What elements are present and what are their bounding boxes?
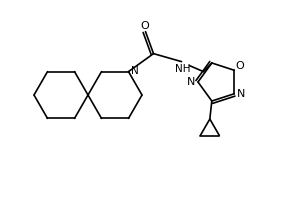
- Text: NH: NH: [175, 64, 190, 74]
- Text: N: N: [187, 77, 195, 87]
- Text: N: N: [130, 66, 138, 76]
- Text: N: N: [237, 89, 245, 99]
- Text: O: O: [236, 61, 244, 71]
- Text: O: O: [140, 21, 149, 31]
